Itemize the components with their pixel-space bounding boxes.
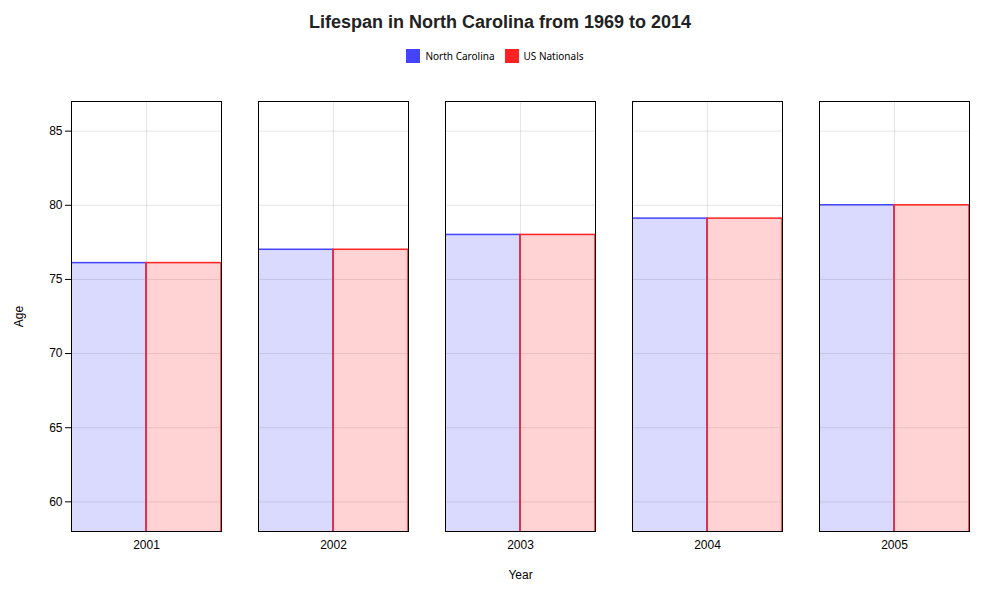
svg-text:Age: Age [12,306,26,328]
svg-text:2004: 2004 [694,538,721,552]
svg-text:2005: 2005 [881,538,908,552]
html-text:US Nationals: US Nationals [523,48,584,63]
svg-text:2003: 2003 [507,538,534,552]
svg-text:Year: Year [508,568,532,582]
svg-text:65: 65 [49,421,63,435]
html-text:North Carolina: North Carolina [425,48,495,63]
svg-text:2002: 2002 [320,538,347,552]
svg-text:60: 60 [49,495,63,509]
svg-text:80: 80 [49,198,63,212]
svg-text:85: 85 [49,124,63,138]
html-text:Lifespan in North Carolina fro: Lifespan in North Carolina from 1969 to … [308,12,691,32]
svg-text:2001: 2001 [133,538,160,552]
svg-text:70: 70 [49,346,63,360]
svg-text:75: 75 [49,272,63,286]
